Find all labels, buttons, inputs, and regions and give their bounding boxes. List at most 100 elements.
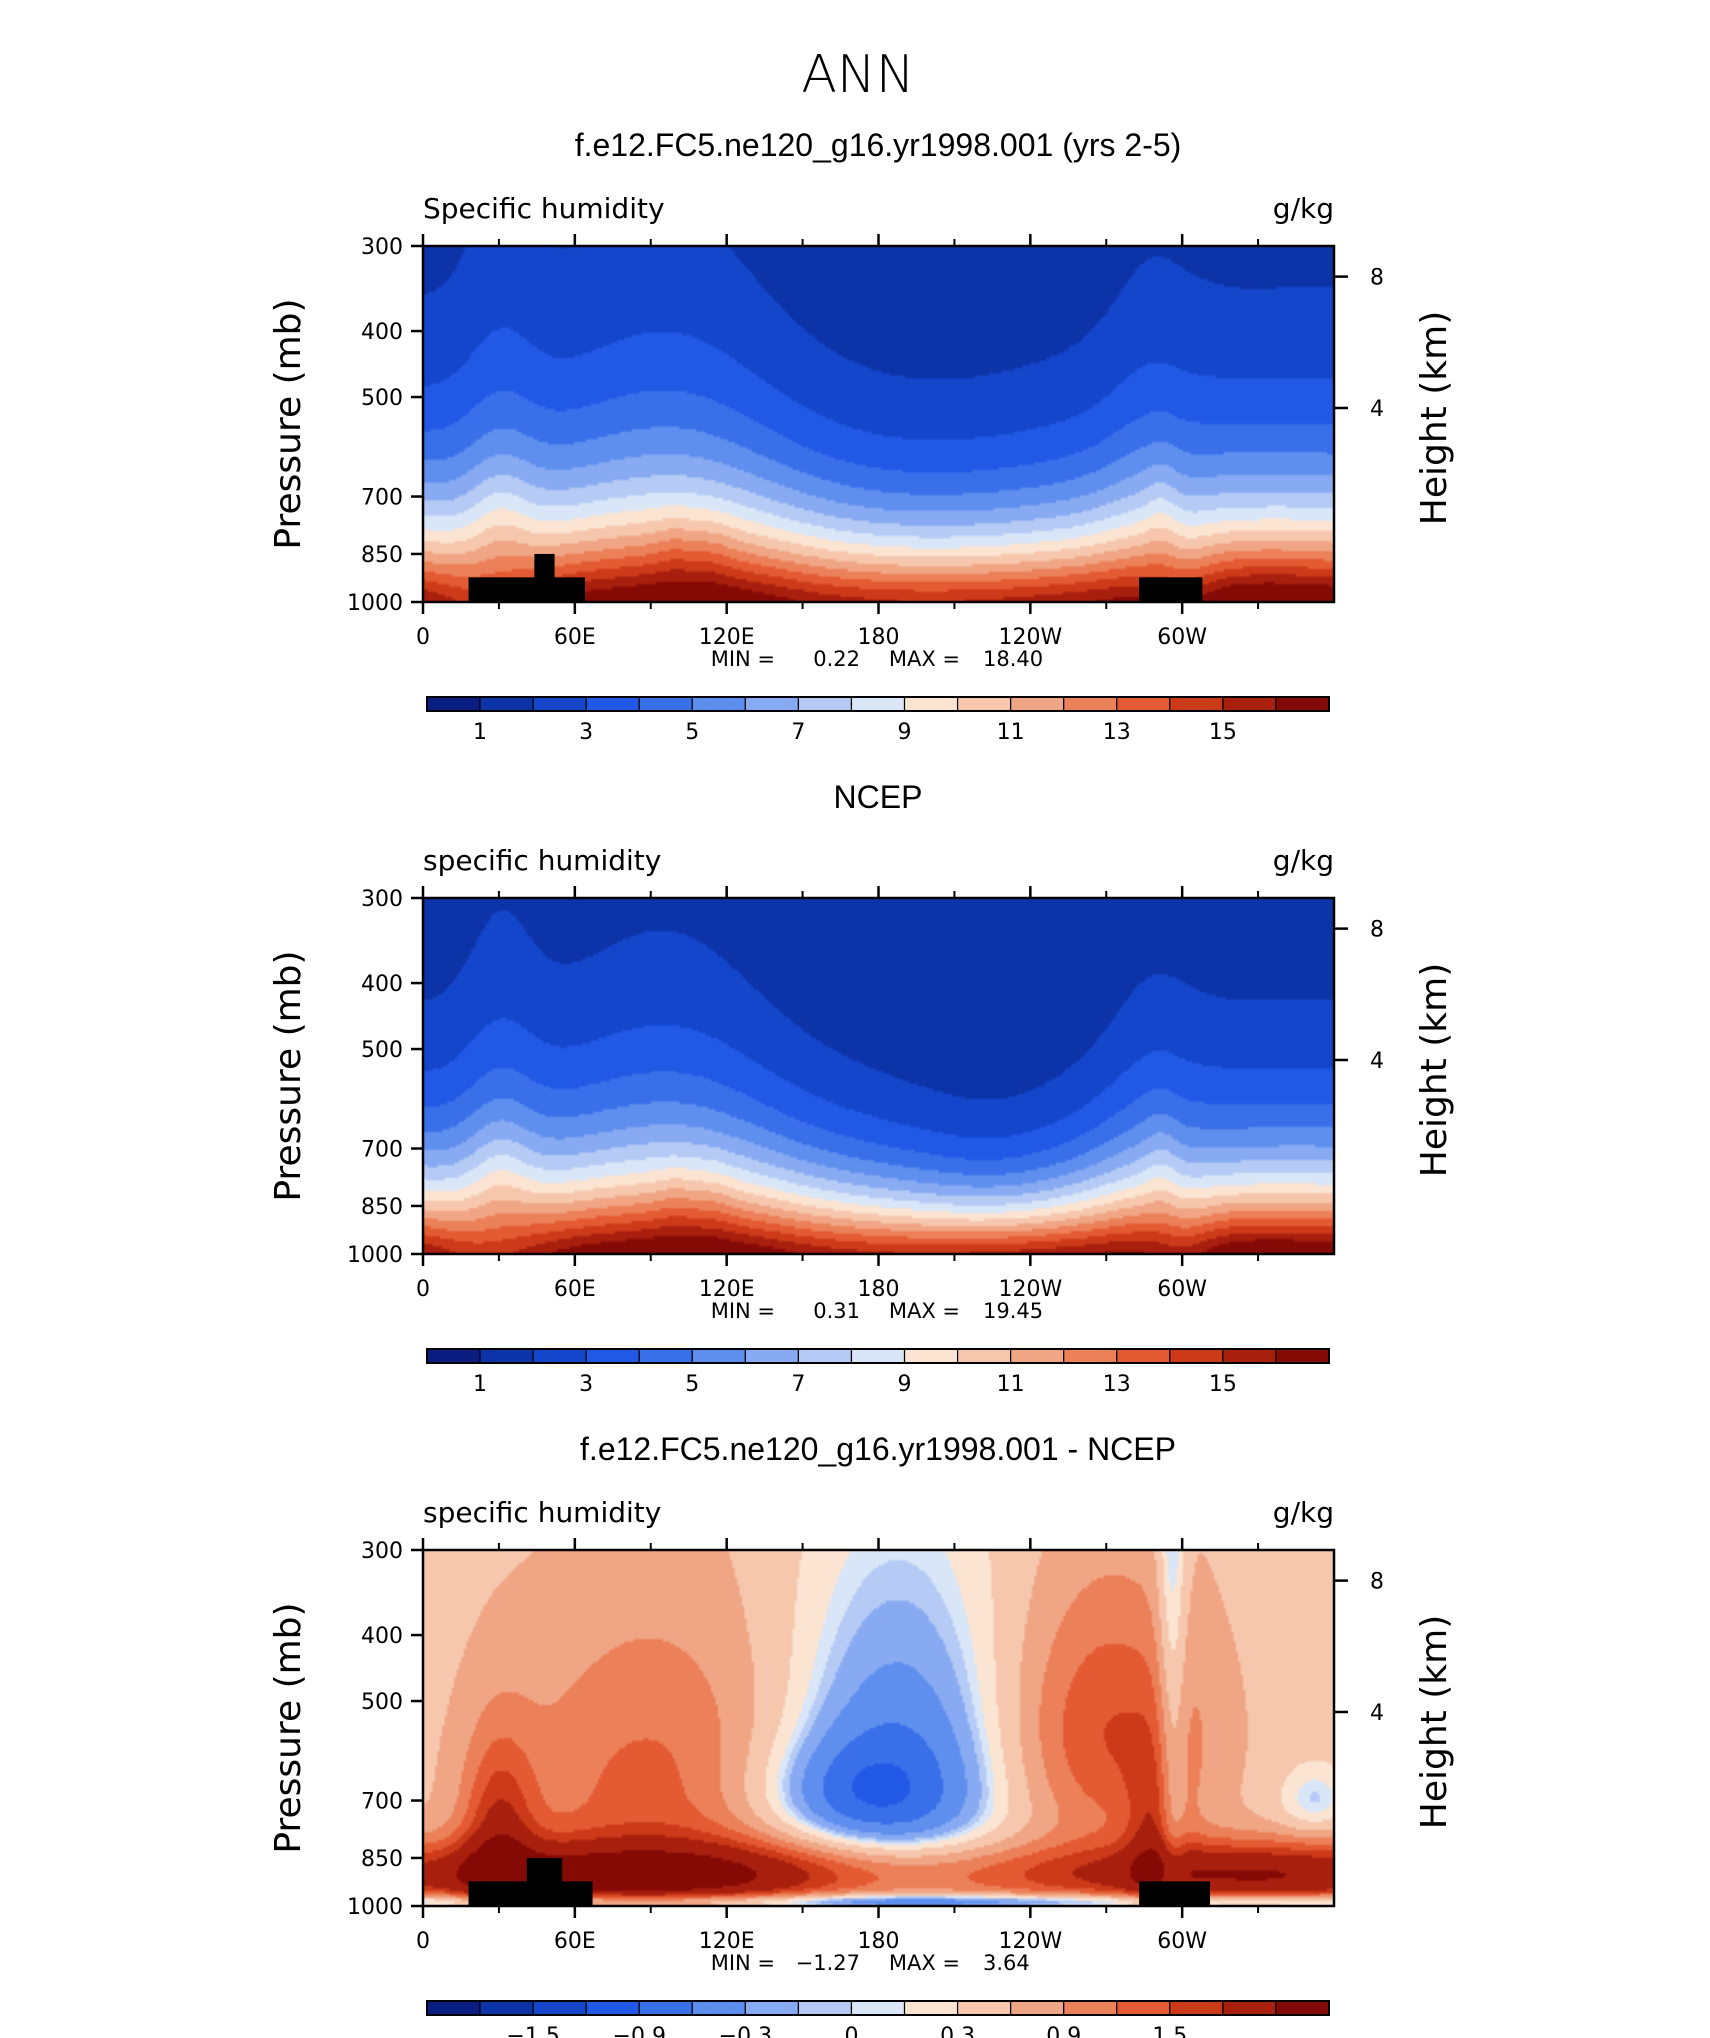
colorbar-frame	[426, 696, 1330, 712]
min-label: MIN =	[711, 647, 775, 671]
y-tick-label: 500	[361, 1690, 403, 1715]
contour-field	[423, 1550, 1334, 1906]
min-value: 0.22	[813, 647, 860, 671]
colorbar-box	[797, 1348, 853, 1364]
x-tick-label: 0	[416, 1277, 430, 1302]
x-tick-label: 0	[416, 1929, 430, 1954]
x-tick-label: 60E	[554, 1929, 596, 1954]
colorbar-box	[1169, 696, 1224, 712]
colorbar-box	[426, 1348, 481, 1364]
contour-field	[423, 898, 1334, 1254]
x-tick-label: 120W	[998, 625, 1062, 650]
colorbar-label: −1.5	[506, 2024, 559, 2038]
x-tick-label: 120E	[699, 1277, 755, 1302]
y-tick-label: 850	[361, 543, 403, 568]
topography-mask	[468, 577, 585, 602]
colorbar-box	[1222, 2000, 1277, 2016]
y-right-tick-label: 8	[1370, 266, 1384, 291]
y-tick-label: 400	[361, 320, 403, 345]
y-tick-label: 300	[361, 887, 403, 912]
colorbar-label: 1	[473, 1372, 487, 1397]
panel-title: f.e12.FC5.ne120_g16.yr1998.001 (yrs 2-5)	[575, 127, 1182, 163]
x-tick-label: 120W	[998, 1929, 1062, 1954]
colorbar-box	[1169, 1348, 1224, 1364]
x-tick-label: 60E	[554, 1277, 596, 1302]
x-tick-label: 60W	[1157, 1277, 1207, 1302]
y-right-tick-label: 8	[1370, 1570, 1384, 1595]
colorbar-box	[744, 1348, 800, 1364]
colorbar-box	[797, 2000, 853, 2016]
max-value: 18.40	[983, 647, 1043, 671]
colorbar-label: 11	[997, 1372, 1025, 1397]
colorbar-box	[1275, 696, 1330, 712]
colorbar-label: 11	[997, 720, 1025, 745]
colorbar-label: −0.3	[719, 2024, 772, 2038]
colorbar-box	[638, 1348, 693, 1364]
y-tick-label: 300	[361, 235, 403, 260]
colorbar-box	[1275, 1348, 1330, 1364]
x-tick-label: 120E	[699, 1929, 755, 1954]
y-tick-label: 1000	[347, 1243, 403, 1268]
y-right-axis-label: Height (km)	[1414, 311, 1455, 525]
y-axis-label: Pressure (mb)	[268, 950, 309, 1201]
colorbar-box	[585, 1348, 640, 1364]
x-tick-label: 60W	[1157, 1929, 1207, 1954]
colorbar-label: 5	[685, 720, 699, 745]
colorbar-box	[1169, 2000, 1224, 2016]
colorbar-box	[479, 1348, 534, 1364]
colorbar-box	[850, 696, 906, 712]
max-label: MAX =	[889, 1299, 960, 1323]
y-right-tick-label: 8	[1370, 918, 1384, 943]
colorbar-box	[585, 696, 640, 712]
colorbar-box	[903, 696, 959, 712]
colorbar-box	[1010, 2000, 1065, 2016]
colorbar-box	[691, 1348, 746, 1364]
colorbar-box	[426, 2000, 481, 2016]
colorbar-label: 7	[791, 1372, 805, 1397]
colorbar-box	[956, 2000, 1012, 2016]
panel-1: 0 60E 120E 180 120W 60W 300 400 500 700 850 1000 8 4 P…	[268, 127, 1455, 745]
colorbar-box	[1010, 1348, 1065, 1364]
y-right-axis-label: Height (km)	[1414, 963, 1455, 1177]
x-tick-label: 60W	[1157, 625, 1207, 650]
colorbar-label: 13	[1103, 1372, 1131, 1397]
panel-2: 0 60E 120E 180 120W 60W 300 400 500 700 850 1000 8 4 P…	[268, 779, 1455, 1397]
y-tick-label: 850	[361, 1195, 403, 1220]
y-right-tick-label: 4	[1370, 1049, 1384, 1074]
min-label: MIN =	[711, 1299, 775, 1323]
y-axis-label: Pressure (mb)	[268, 298, 309, 549]
colorbar-label: 5	[685, 1372, 699, 1397]
x-tick-label: 120E	[699, 625, 755, 650]
topography-mask	[526, 1857, 563, 1906]
colorbar-frame	[426, 2000, 1330, 2016]
colorbar-box	[585, 2000, 640, 2016]
y-tick-label: 300	[361, 1539, 403, 1564]
min-label: MIN =	[711, 1951, 775, 1975]
colorbar-label: 1	[473, 720, 487, 745]
max-value: 3.64	[983, 1951, 1030, 1975]
contour-field	[423, 246, 1334, 602]
units-label: g/kg	[1273, 1496, 1334, 1529]
colorbar-label: −0.9	[613, 2024, 666, 2038]
y-right-tick-label: 4	[1370, 397, 1384, 422]
colorbar-box	[479, 2000, 534, 2016]
colorbar-label: 7	[791, 720, 805, 745]
colorbar-box	[850, 2000, 906, 2016]
y-tick-label: 1000	[347, 1895, 403, 1920]
colorbar-box	[532, 2000, 587, 2016]
colorbar-label: 0.3	[940, 2024, 975, 2038]
x-tick-label: 180	[858, 625, 900, 650]
colorbar-label: 15	[1209, 720, 1237, 745]
colorbar-box	[1116, 2000, 1171, 2016]
colorbar-box	[903, 2000, 959, 2016]
y-right-tick-label: 4	[1370, 1701, 1384, 1726]
colorbar-box	[797, 696, 853, 712]
colorbar-label: 9	[898, 720, 912, 745]
colorbar-box	[744, 696, 800, 712]
y-tick-label: 700	[361, 1790, 403, 1815]
min-value: 0.31	[813, 1299, 860, 1323]
y-axis-label: Pressure (mb)	[268, 1602, 309, 1853]
colorbar-label: 13	[1103, 720, 1131, 745]
colorbar-box	[1275, 2000, 1330, 2016]
